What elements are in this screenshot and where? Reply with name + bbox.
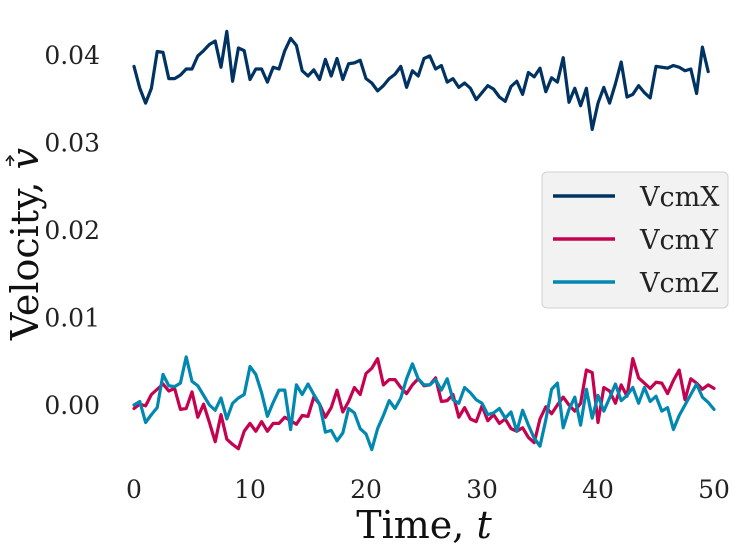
legend-label-vcmx: VcmX bbox=[639, 182, 720, 213]
legend-label-vcmy: VcmY bbox=[639, 225, 719, 256]
legend: VcmX VcmY VcmZ bbox=[541, 171, 729, 309]
x-tick-label: 0 bbox=[126, 475, 142, 504]
x-axis-label: Time, t bbox=[356, 503, 492, 547]
y-tick-label: 0.04 bbox=[44, 41, 100, 70]
y-tick-label: 0.03 bbox=[44, 129, 100, 158]
x-tick-label: 50 bbox=[698, 475, 730, 504]
x-tick-label: 20 bbox=[350, 475, 382, 504]
series-lines bbox=[132, 29, 716, 452]
x-tick-label: 40 bbox=[582, 475, 614, 504]
series-line-vcmz bbox=[132, 355, 716, 452]
x-tick-label: 30 bbox=[466, 475, 498, 504]
x-axis-ticks: 0 10 20 30 40 50 bbox=[126, 475, 730, 504]
legend-label-vcmz: VcmZ bbox=[639, 268, 719, 299]
legend-box bbox=[541, 171, 729, 309]
y-axis-label: Velocity, v bbox=[3, 147, 47, 341]
y-tick-label: 0.01 bbox=[44, 304, 100, 333]
x-axis-variable: t bbox=[476, 503, 492, 547]
y-tick-label: 0.02 bbox=[44, 216, 100, 245]
y-axis-ticks: 0.00 0.01 0.02 0.03 0.04 bbox=[44, 41, 100, 420]
plot-area bbox=[132, 29, 716, 452]
x-tick-label: 10 bbox=[234, 475, 266, 504]
y-axis-variable: v bbox=[3, 147, 47, 169]
y-axis-vector-arrow bbox=[5, 154, 15, 166]
series-line-vcmx bbox=[132, 29, 710, 131]
y-tick-label: 0.00 bbox=[44, 391, 100, 420]
